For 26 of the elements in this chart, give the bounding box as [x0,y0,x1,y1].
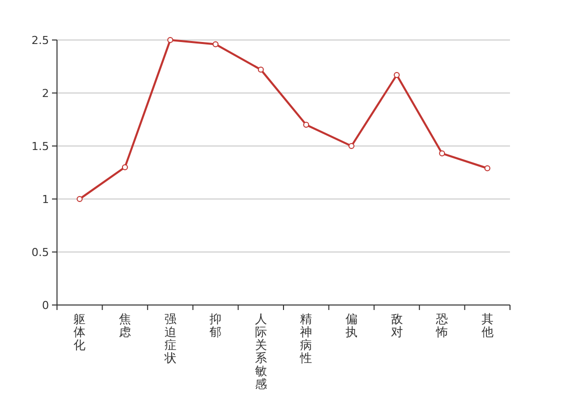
point [348,143,354,149]
y-tick-label: 1.5 [32,140,49,153]
x-tick-label: 偏执 [345,312,358,339]
x-tick-label: 其他 [481,312,494,339]
point [258,66,264,73]
point [439,150,446,156]
point [484,165,490,172]
x-tick-label: 精神病性 [299,312,312,365]
x-tick-label: 人际关系敏感 [254,312,267,391]
y-tick-label: 2 [42,86,49,100]
x-tick-label: 焦虑 [118,312,131,339]
point [76,196,83,202]
point [122,164,128,170]
point [394,72,400,78]
point [167,37,174,43]
x-tick-label: 强迫症状 [163,312,176,365]
x-tick-label: 敌对 [390,312,403,339]
x-tick-label: 躯体化 [74,312,86,352]
x-tick-label: 恐怖 [435,312,448,339]
y-tick-label: 1 [42,192,49,206]
y-tick-label: 0 [42,298,49,312]
y-tick-label: 0.5 [32,246,49,259]
point [303,122,310,128]
point [212,41,219,48]
y-tick-label: 2.5 [32,34,49,47]
x-tick-label: 抑郁 [210,312,222,339]
